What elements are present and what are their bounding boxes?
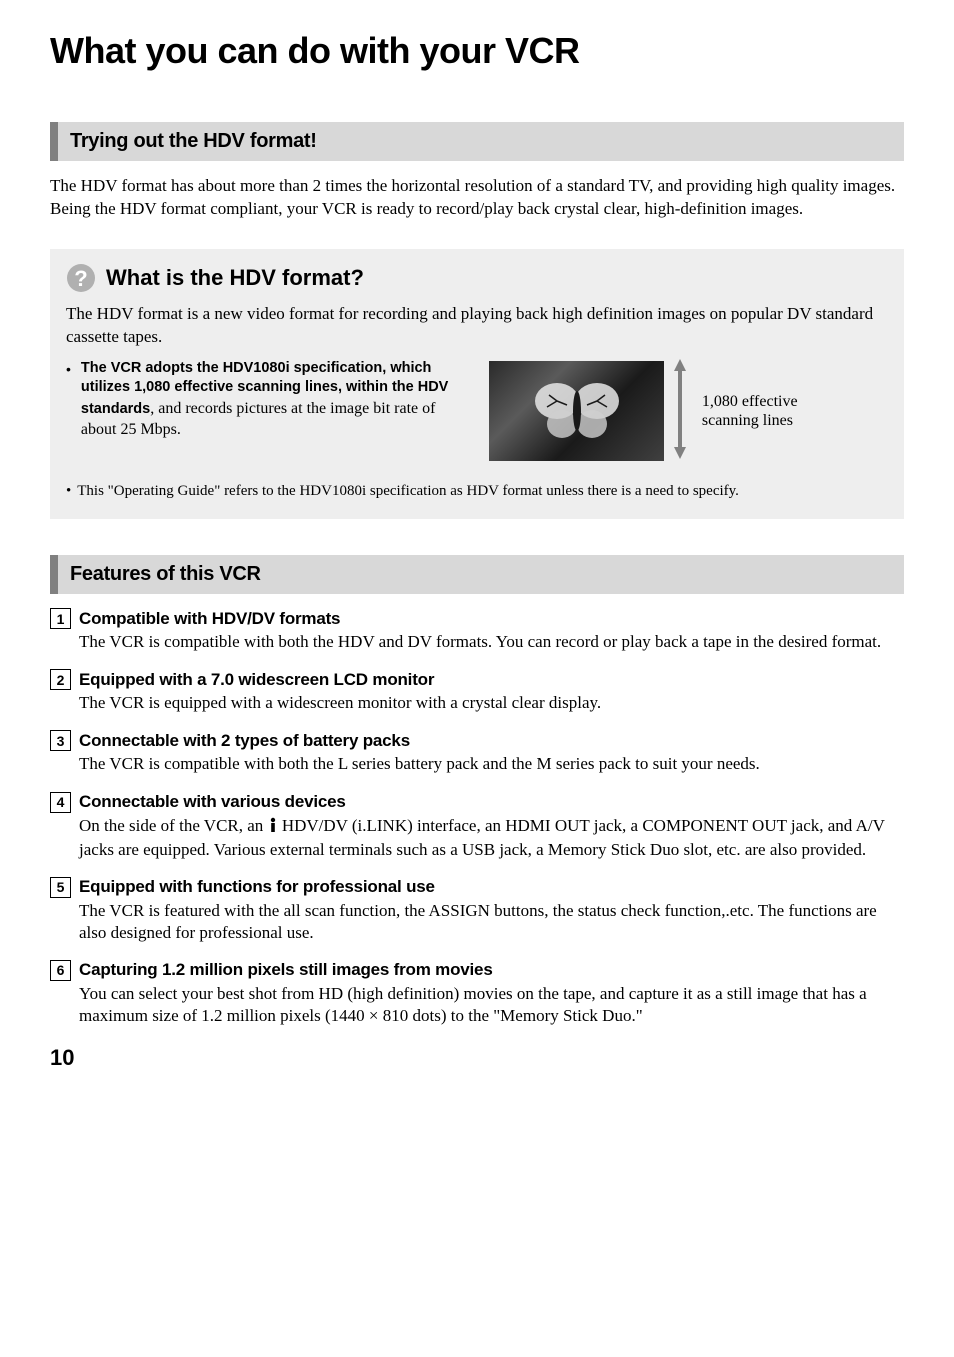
question-body: The HDV format is a new video format for… — [66, 303, 888, 349]
feature-number-box: 3 — [50, 730, 71, 751]
feature-body: The VCR is compatible with both the L se… — [79, 753, 904, 775]
feature-number-box: 4 — [50, 792, 71, 813]
feature-number-box: 6 — [50, 960, 71, 981]
butterfly-image — [489, 361, 664, 461]
feature-heading: 1 Compatible with HDV/DV formats — [50, 608, 904, 629]
scan-lines-label: 1,080 effective scanning lines — [702, 392, 798, 430]
feature-item: 1 Compatible with HDV/DV formatsThe VCR i… — [50, 608, 904, 653]
feature-item: 4 Connectable with various devices On the … — [50, 792, 904, 861]
feature-title: Equipped with a 7.0 widescreen LCD monit… — [79, 670, 434, 690]
feature-item: 6 Capturing 1.2 million pixels still imag… — [50, 960, 904, 1027]
feature-title: Capturing 1.2 million pixels still image… — [79, 960, 493, 980]
section-trying-header: Trying out the HDV format! — [50, 122, 904, 161]
feature-body: The VCR is featured with the all scan fu… — [79, 900, 904, 944]
feature-title: Equipped with functions for professional… — [79, 877, 435, 897]
section-trying-body: The HDV format has about more than 2 tim… — [50, 175, 904, 221]
feature-title: Compatible with HDV/DV formats — [79, 609, 340, 629]
scan-arrow-icon — [672, 359, 688, 464]
bullet-icon: • — [66, 482, 71, 502]
feature-number-box: 2 — [50, 669, 71, 690]
feature-heading: 6 Capturing 1.2 million pixels still imag… — [50, 960, 904, 981]
question-title: What is the HDV format? — [106, 265, 364, 291]
feature-body: On the side of the VCR, an HDV/DV (i.LIN… — [79, 815, 904, 861]
feature-number-box: 1 — [50, 608, 71, 629]
footnote: • This "Operating Guide" refers to the H… — [66, 482, 888, 502]
question-icon: ? — [66, 263, 96, 293]
feature-title: Connectable with 2 types of battery pack… — [79, 731, 410, 751]
question-title-row: ? What is the HDV format? — [66, 263, 888, 293]
feature-title: Connectable with various devices — [79, 792, 346, 812]
ilink-icon — [268, 817, 278, 839]
feature-heading: 3 Connectable with 2 types of battery pac… — [50, 730, 904, 751]
svg-text:?: ? — [74, 266, 87, 291]
feature-item: 5 Equipped with functions for professiona… — [50, 877, 904, 944]
feature-number-box: 5 — [50, 877, 71, 898]
hdv-info-box: ? What is the HDV format? The HDV format… — [50, 249, 904, 519]
feature-item: 3 Connectable with 2 types of battery pac… — [50, 730, 904, 775]
section-features-header: Features of this VCR — [50, 555, 904, 594]
page-number: 10 — [50, 1045, 904, 1071]
feature-heading: 5 Equipped with functions for professiona… — [50, 877, 904, 898]
feature-item: 2 Equipped with a 7.0 widescreen LCD moni… — [50, 669, 904, 714]
feature-heading: 4 Connectable with various devices — [50, 792, 904, 813]
feature-body: The VCR is equipped with a widescreen mo… — [79, 692, 904, 714]
spec-text: The VCR adopts the HDV1080i specificatio… — [81, 359, 471, 441]
bullet-icon: • — [66, 359, 71, 377]
page-title: What you can do with your VCR — [50, 30, 904, 72]
butterfly-illustration: 1,080 effective scanning lines — [489, 359, 798, 464]
feature-body: The VCR is compatible with both the HDV … — [79, 631, 904, 653]
spec-row: • The VCR adopts the HDV1080i specificat… — [66, 359, 888, 464]
feature-body: You can select your best shot from HD (h… — [79, 983, 904, 1027]
feature-heading: 2 Equipped with a 7.0 widescreen LCD moni… — [50, 669, 904, 690]
